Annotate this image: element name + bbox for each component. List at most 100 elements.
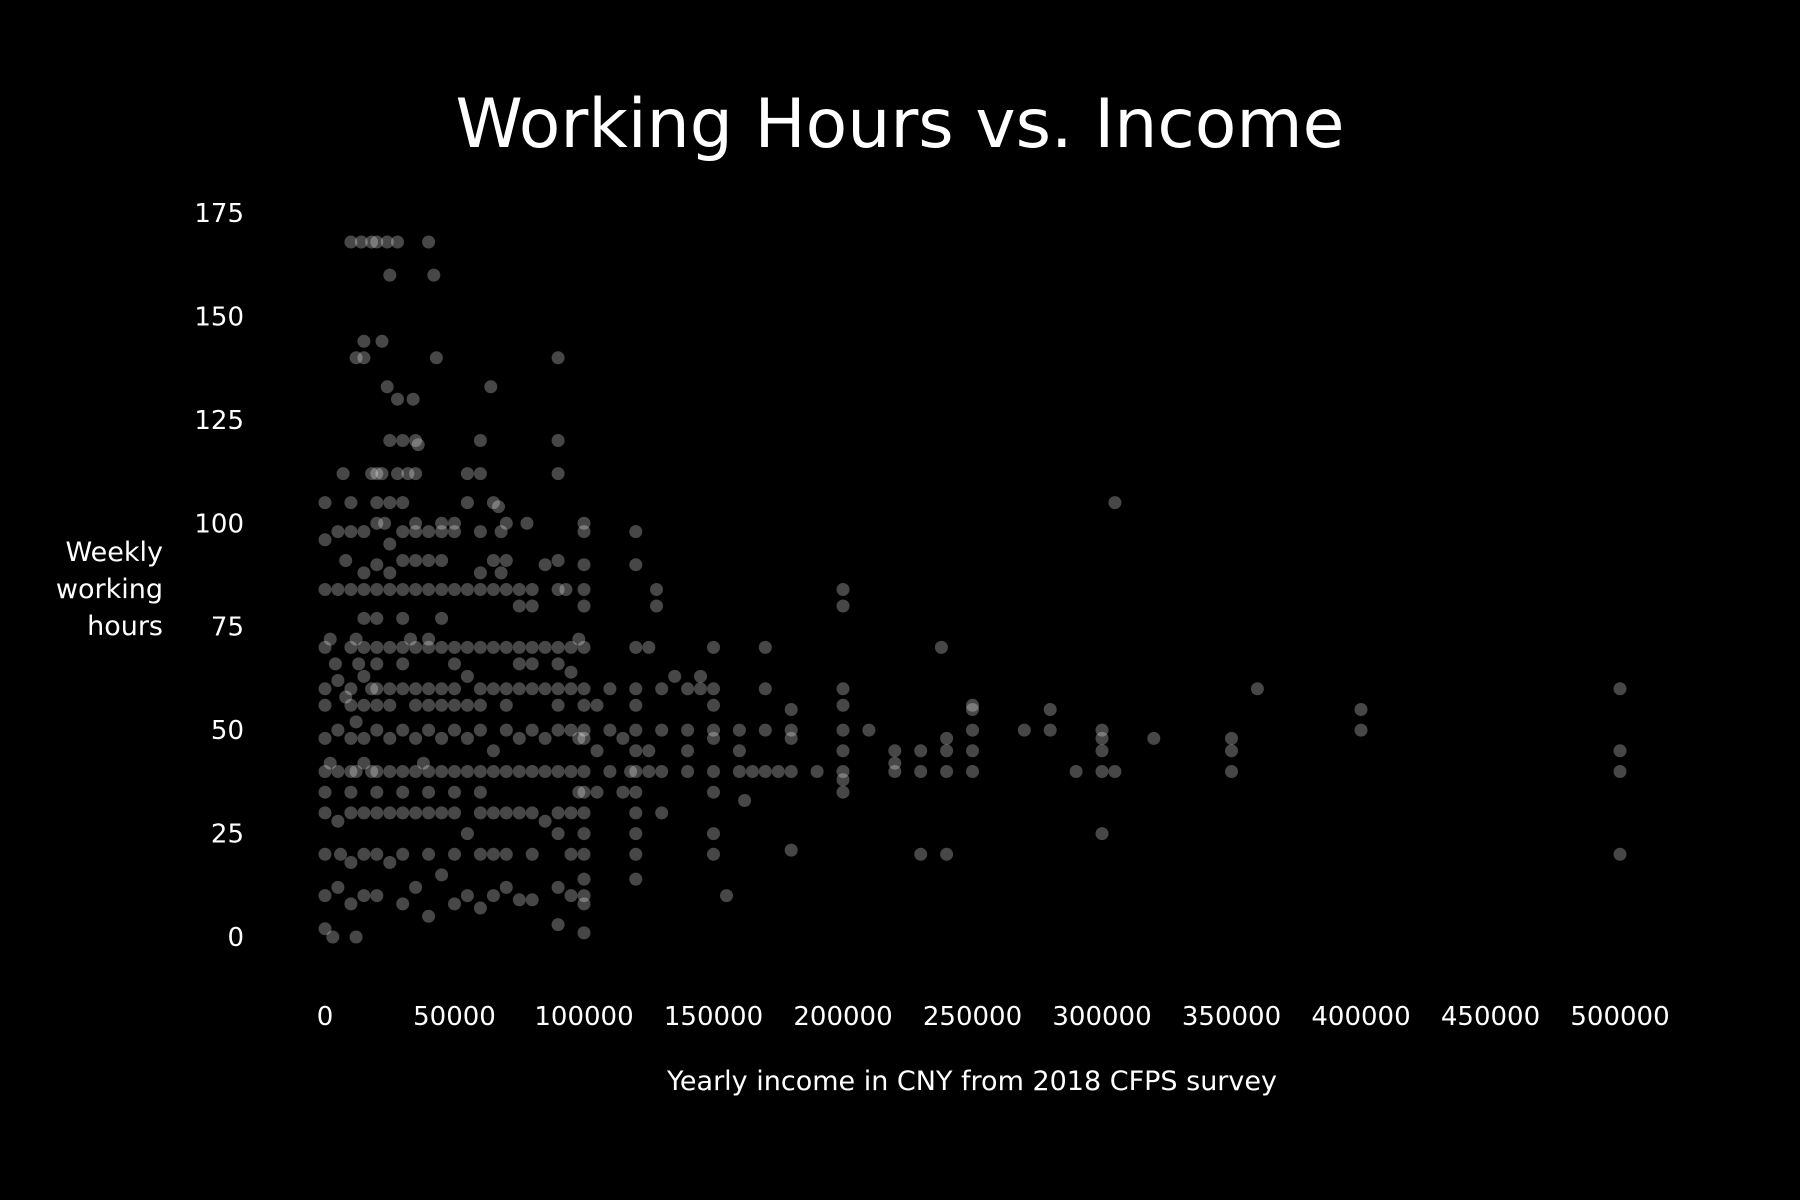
data-point xyxy=(331,674,345,687)
x-tick-label: 150000 xyxy=(664,1002,763,1032)
data-point xyxy=(577,640,591,654)
data-point xyxy=(525,640,539,654)
data-point xyxy=(411,438,425,452)
data-point xyxy=(383,640,397,654)
data-point xyxy=(655,723,669,737)
data-point xyxy=(383,731,397,745)
data-point xyxy=(383,268,397,282)
data-point xyxy=(344,731,358,745)
data-point xyxy=(616,731,630,745)
data-point xyxy=(784,765,798,778)
data-point xyxy=(940,765,954,778)
data-points xyxy=(318,235,1627,944)
y-axis-label-line-1: Weekly xyxy=(66,537,163,568)
data-point xyxy=(966,698,979,712)
data-point xyxy=(365,467,379,481)
data-point xyxy=(435,516,449,530)
data-point xyxy=(486,496,500,510)
data-point xyxy=(448,583,461,596)
data-point xyxy=(409,765,423,778)
data-point xyxy=(331,525,345,539)
data-point xyxy=(538,731,552,745)
data-point xyxy=(629,525,643,539)
data-point xyxy=(323,756,337,770)
data-point xyxy=(836,599,850,613)
data-point xyxy=(525,599,539,613)
data-point xyxy=(499,554,513,567)
data-point xyxy=(422,806,436,820)
data-point xyxy=(564,765,578,778)
data-point xyxy=(577,847,591,861)
data-point xyxy=(499,806,513,820)
data-point xyxy=(391,235,404,249)
data-point xyxy=(401,467,415,481)
data-point xyxy=(448,657,461,671)
data-point xyxy=(448,723,461,737)
data-point xyxy=(473,434,487,447)
data-point xyxy=(396,496,410,510)
data-point xyxy=(396,611,410,625)
data-point xyxy=(564,640,578,654)
data-point xyxy=(409,880,423,894)
data-point xyxy=(396,525,410,539)
data-point xyxy=(572,785,586,799)
y-tick-label: 100 xyxy=(194,509,244,539)
data-point xyxy=(409,516,423,530)
data-point xyxy=(940,731,954,745)
data-point xyxy=(370,698,384,712)
y-axis-label-line-2: working xyxy=(56,574,163,605)
data-point xyxy=(328,657,342,671)
data-point xyxy=(460,467,474,481)
data-point xyxy=(499,583,513,596)
data-point xyxy=(460,827,474,841)
data-point xyxy=(484,380,498,394)
data-point xyxy=(1095,744,1109,758)
data-point xyxy=(629,640,643,654)
data-point xyxy=(448,698,461,712)
data-point xyxy=(512,682,526,696)
data-point xyxy=(1613,744,1627,758)
data-point xyxy=(460,669,474,683)
data-point xyxy=(836,682,850,696)
data-point xyxy=(888,765,902,778)
data-point xyxy=(642,744,656,758)
data-point xyxy=(551,583,565,596)
data-point xyxy=(435,682,449,696)
data-point xyxy=(448,897,461,911)
data-point xyxy=(624,765,638,778)
data-point xyxy=(650,599,663,613)
data-point xyxy=(473,583,487,596)
data-point xyxy=(448,765,461,778)
data-point xyxy=(914,744,928,758)
data-point xyxy=(473,785,487,799)
data-point xyxy=(738,794,752,807)
data-point xyxy=(370,682,384,696)
data-point xyxy=(344,496,358,510)
data-point xyxy=(784,723,798,737)
data-point xyxy=(577,897,591,911)
data-point xyxy=(357,611,371,625)
x-axis-ticks: 0 50000 100000 150000 200000 250000 300000 3500… xyxy=(317,1002,1670,1032)
data-point xyxy=(707,827,720,841)
data-point xyxy=(383,765,397,778)
data-point xyxy=(349,351,363,365)
data-point xyxy=(512,599,526,613)
data-point xyxy=(422,698,436,712)
data-point xyxy=(473,467,487,481)
data-point xyxy=(318,731,332,745)
data-point xyxy=(370,496,384,510)
data-point xyxy=(435,554,449,567)
data-point xyxy=(499,847,513,861)
data-point xyxy=(383,856,397,869)
data-point xyxy=(784,843,798,857)
data-point xyxy=(629,723,643,737)
x-tick-label: 200000 xyxy=(793,1002,892,1032)
data-point xyxy=(940,847,954,861)
data-point xyxy=(331,814,345,828)
data-point xyxy=(448,640,461,654)
data-point xyxy=(344,806,358,820)
data-point xyxy=(1354,723,1368,737)
data-point xyxy=(551,682,565,696)
data-point xyxy=(771,765,785,778)
